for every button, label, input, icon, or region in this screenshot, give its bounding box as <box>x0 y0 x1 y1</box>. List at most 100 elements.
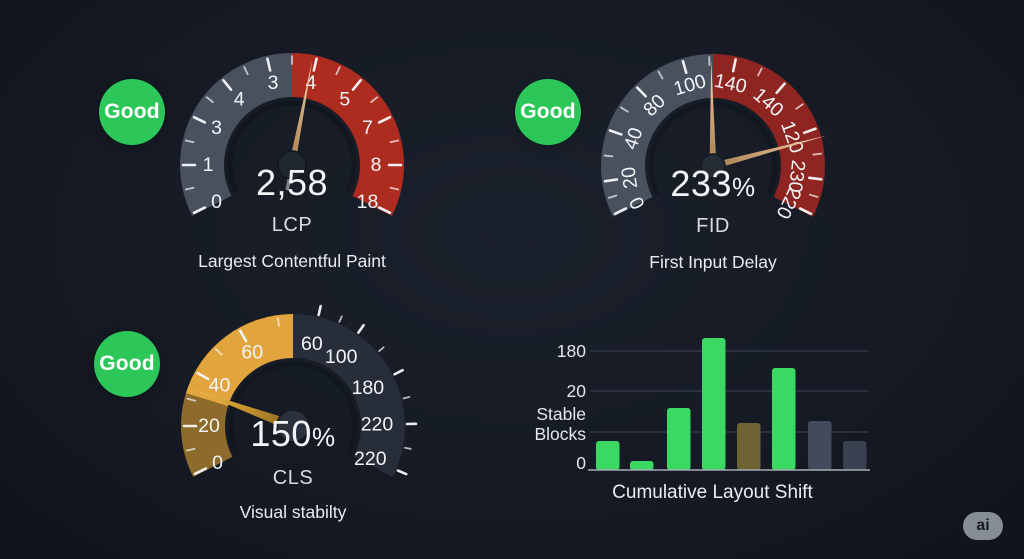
gauge-tick <box>402 396 411 400</box>
gauge-arc-segment <box>185 314 293 407</box>
gauge-tick <box>404 446 412 450</box>
cls-bar-chart-panel: 180 20 Stable Blocks 0 Cumulative Layout Shi… <box>534 325 885 503</box>
gauge-tick <box>635 86 647 98</box>
lcp-value: 2,58 <box>255 162 329 203</box>
gauge-tick <box>620 106 629 113</box>
gauge-arc-segment <box>292 53 405 216</box>
gauge-tick-label: 180 <box>352 377 385 399</box>
gauge-tick <box>205 96 214 104</box>
gauge-needle <box>191 389 295 432</box>
gauge-tick-label: 18 <box>357 191 379 213</box>
gauge-tick-label: 60 <box>241 342 263 364</box>
gauge-tick-label: 20 <box>617 165 642 190</box>
bar <box>772 368 796 470</box>
gauge-tick <box>377 206 392 215</box>
gauge-tick <box>266 57 272 72</box>
gauge-face-ring <box>228 361 358 456</box>
gauge-tick <box>193 467 208 476</box>
gauge-tick-label: 7 <box>362 117 373 139</box>
y-axis-label: Blocks <box>534 424 586 444</box>
gauge-needle <box>288 59 313 166</box>
gauge-tick <box>681 59 688 75</box>
gauge-tick <box>393 368 404 376</box>
bar-chart-title: Cumulative Layout Shift <box>612 482 813 503</box>
gauge-tick <box>607 194 618 199</box>
gauge-tick <box>351 78 362 91</box>
gauge-tick <box>378 346 385 353</box>
gauge-tick <box>802 127 817 135</box>
fid-status-badge: Good <box>515 79 581 145</box>
gauge-tick <box>757 67 763 77</box>
bar <box>630 461 654 470</box>
gauge-tick <box>335 66 341 76</box>
gauge-tick-label: 5 <box>339 89 350 111</box>
lcp-gauge-panel: 0 1 3 4 3 4 5 7 8 18 2,58 LCP Largest Contentful … <box>160 41 424 291</box>
gauge-tick-label: 8 <box>371 154 382 176</box>
gauge-tick <box>215 348 223 356</box>
y-axis-label: 180 <box>557 341 586 361</box>
gauge-tick <box>775 82 786 95</box>
bar <box>843 441 867 470</box>
bar <box>702 338 726 470</box>
gauge-tick-label: 1 <box>203 154 214 176</box>
bar <box>667 408 691 470</box>
gauge-tick <box>389 186 400 191</box>
gauge-needle <box>709 60 717 167</box>
gauge-tick <box>184 139 195 144</box>
gauge-tick <box>608 129 623 136</box>
bar <box>808 421 832 470</box>
ai-logo-badge: ai <box>963 512 1003 540</box>
y-axis-label: 0 <box>576 453 586 473</box>
cls-status-badge: Good <box>94 331 160 397</box>
gauge-tick-label: 220 <box>361 414 394 436</box>
gauge-tick-label: 3 <box>211 117 222 139</box>
gauge-tick <box>613 207 628 216</box>
lcp-subtitle: Largest Contentful Paint <box>198 251 386 271</box>
gauge-tick-label: 40 <box>209 374 231 396</box>
lcp-status-badge: Good <box>99 79 165 145</box>
gauge-tick-label: 4 <box>305 72 316 94</box>
fid-subtitle: First Input Delay <box>649 252 777 272</box>
gauge-tick <box>808 193 819 198</box>
gauge-tick <box>812 152 823 156</box>
fid-title: FID <box>696 215 730 237</box>
gauge-tick <box>276 317 280 327</box>
gauge-tick <box>807 176 823 181</box>
gauge-tick <box>196 371 210 381</box>
gauge-hub <box>700 153 726 179</box>
gauge-tick <box>192 206 207 215</box>
gauge-tick-label: 220 <box>354 448 387 470</box>
cls-title: CLS <box>272 467 314 489</box>
gauge-arc-segment <box>179 53 292 216</box>
gauge-tick <box>222 78 233 91</box>
gauge-tick-label: 4 <box>234 89 245 111</box>
y-axis-label: 20 <box>567 381 587 401</box>
gauge-tick <box>312 57 318 72</box>
gauge-face-ring <box>227 100 357 195</box>
gauge-tick <box>370 96 379 104</box>
y-axis-label: Stable <box>536 404 586 424</box>
gauge-tick <box>603 178 619 183</box>
gauge-tick <box>396 469 408 476</box>
gauge-tick <box>389 139 400 144</box>
cls-subtitle: Visual stabilty <box>239 502 347 522</box>
gauge-tick <box>317 304 322 317</box>
gauge-tick-label: 0 <box>211 191 222 213</box>
bar <box>596 441 620 470</box>
gauge-tick <box>185 447 196 452</box>
gauge-tick <box>238 329 248 343</box>
cls-gauge-panel: 0 20 40 60 60 100 180 220 220 150% CLS Visual st… <box>161 302 425 552</box>
fid-value: 233% <box>670 163 756 204</box>
gauge-tick <box>243 66 249 76</box>
gauge-hub <box>276 409 310 443</box>
gauge-tick <box>377 115 392 124</box>
gauge-hub <box>277 150 307 180</box>
gauge-tick <box>338 315 343 323</box>
gauge-tick-label: 3 <box>268 72 279 94</box>
gauge-tick <box>798 207 813 216</box>
